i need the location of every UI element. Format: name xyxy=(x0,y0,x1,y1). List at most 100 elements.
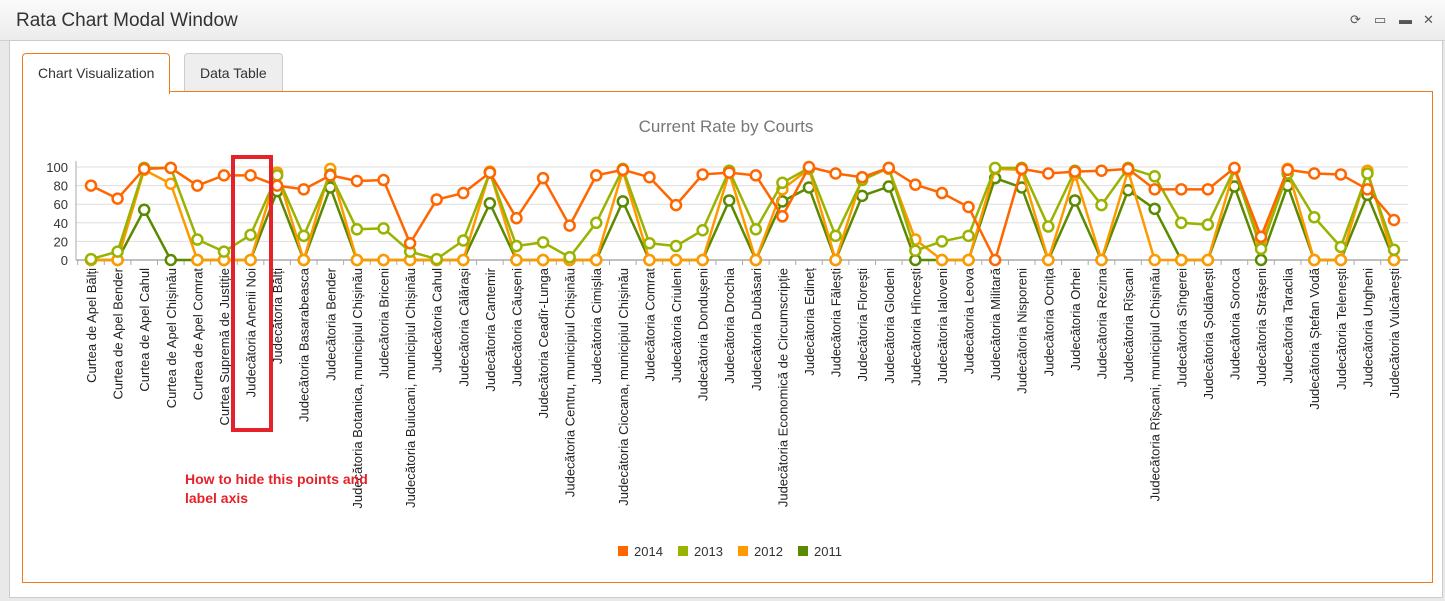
y-tick-label: 0 xyxy=(61,253,68,268)
data-point-2013 xyxy=(1307,210,1321,224)
data-point-2013 xyxy=(776,176,789,190)
tab-chart-visualization[interactable]: Chart Visualization xyxy=(22,53,171,94)
data-point-2013 xyxy=(643,237,656,250)
data-point-2014 xyxy=(164,161,178,175)
minimize-icon[interactable]: ▬ xyxy=(1399,12,1412,27)
data-point-2014 xyxy=(217,169,231,182)
data-point-2014 xyxy=(909,178,922,191)
data-point-2014 xyxy=(1095,164,1108,177)
data-point-2014 xyxy=(616,163,630,177)
data-point-2013 xyxy=(536,236,550,249)
maximize-icon[interactable]: ▭ xyxy=(1374,12,1387,27)
x-tick-label: Judecătoria Ungheni xyxy=(1360,268,1375,387)
x-tick-label: Judecătoria Soroca xyxy=(1227,267,1242,380)
data-point-2012 xyxy=(1175,253,1188,267)
data-point-2014 xyxy=(244,169,257,182)
x-tick-label: Judecătoria Economică de Circumscripție xyxy=(775,268,790,507)
data-point-2013 xyxy=(1042,220,1055,233)
data-point-2014 xyxy=(749,169,763,182)
x-tick-label: Curtea de Apel Bender xyxy=(111,267,126,399)
data-point-2012 xyxy=(536,253,550,267)
data-point-2014 xyxy=(430,193,443,206)
y-tick-label: 60 xyxy=(54,197,68,212)
x-tick-label: Judecătoria Ialoveni xyxy=(935,268,950,384)
x-tick-label: Judecătoria Rezina xyxy=(1094,267,1109,379)
legend-label: 2014 xyxy=(634,544,663,559)
data-point-2014 xyxy=(988,253,1002,267)
data-point-2013 xyxy=(669,239,683,253)
legend-label: 2012 xyxy=(754,544,783,559)
data-point-2014 xyxy=(1281,163,1294,177)
x-tick-label: Judecătoria Dondușeni xyxy=(696,268,711,401)
y-tick-label: 100 xyxy=(46,160,68,175)
data-point-2012 xyxy=(829,253,842,267)
data-point-2013 xyxy=(1254,242,1268,256)
data-point-2013 xyxy=(1334,240,1348,254)
data-point-2013 xyxy=(1175,216,1188,230)
data-point-2014 xyxy=(696,168,709,181)
data-point-2012 xyxy=(1095,253,1108,267)
window-title: Rata Chart Modal Window xyxy=(16,10,238,31)
data-point-2014 xyxy=(1148,183,1161,196)
x-tick-label: Judecătoria Florești xyxy=(855,268,870,382)
x-tick-label: Curtea de Apel Comrat xyxy=(190,268,205,401)
data-point-2012 xyxy=(377,253,390,267)
data-point-2013 xyxy=(191,233,204,246)
close-icon[interactable]: ✕ xyxy=(1423,12,1434,27)
x-tick-label: Judecătoria Șoldănești xyxy=(1201,268,1216,400)
data-point-2014 xyxy=(829,167,842,180)
data-point-2011 xyxy=(164,253,178,267)
x-tick-label: Curtea de Apel Chișinău xyxy=(164,268,179,408)
data-point-2014 xyxy=(403,237,417,250)
data-point-2012 xyxy=(510,253,523,267)
data-point-2012 xyxy=(1042,253,1055,267)
legend-swatch-2011 xyxy=(798,546,808,556)
data-point-2013 xyxy=(1361,167,1374,180)
data-point-2014 xyxy=(510,211,523,225)
x-tick-label: Judecătoria Ciocana, municipiul Chișinău xyxy=(616,268,631,506)
data-point-2013 xyxy=(696,223,709,237)
x-tick-label: Judecătoria Rîșcani, municipiul Chișinău xyxy=(1148,268,1163,501)
data-point-2013 xyxy=(1201,218,1215,231)
x-tick-label: Judecătoria Ocnița xyxy=(1041,267,1056,376)
series-line-2013 xyxy=(90,165,1396,261)
x-tick-label: Judecătoria Cantemir xyxy=(483,267,498,391)
legend-label: 2011 xyxy=(814,544,842,559)
data-point-2013 xyxy=(589,216,603,230)
data-point-2012 xyxy=(935,253,949,267)
data-point-2012 xyxy=(244,253,257,267)
data-point-2014 xyxy=(776,210,789,223)
data-point-2013 xyxy=(430,252,443,266)
data-point-2012 xyxy=(962,253,975,267)
data-point-2014 xyxy=(1042,167,1055,180)
data-point-2012 xyxy=(297,253,310,267)
data-point-2011 xyxy=(1148,202,1161,216)
annotation-highlight-box xyxy=(231,155,273,432)
data-point-2013 xyxy=(270,169,284,182)
data-point-2014 xyxy=(1254,230,1268,243)
refresh-icon[interactable]: ⟳ xyxy=(1350,12,1361,27)
data-point-2011 xyxy=(1068,194,1082,207)
data-point-2013 xyxy=(988,161,1002,175)
x-tick-label: Judecătoria Cimișlia xyxy=(589,267,604,384)
data-point-2013 xyxy=(935,235,949,248)
x-tick-label: Judecătoria Rîșcani xyxy=(1121,268,1136,382)
data-point-2012 xyxy=(350,253,364,267)
x-tick-label: Judecătoria Briceni xyxy=(377,268,392,379)
x-tick-label: Judecătoria Basarabeasca xyxy=(297,267,312,422)
data-point-2014 xyxy=(324,169,337,182)
data-point-2014 xyxy=(1121,162,1135,176)
data-point-2011 xyxy=(1254,253,1268,267)
data-point-2012 xyxy=(1334,253,1348,267)
x-tick-label: Judecătoria Edineț xyxy=(802,268,817,376)
legend-label: 2013 xyxy=(694,544,723,559)
legend-swatch-2014 xyxy=(618,546,628,556)
data-point-2014 xyxy=(457,186,470,200)
data-point-2011 xyxy=(882,180,896,193)
tab-data-table[interactable]: Data Table xyxy=(184,53,283,92)
y-tick-label: 20 xyxy=(54,234,68,249)
x-tick-label: Judecătoria Criuleni xyxy=(669,268,684,383)
data-point-2014 xyxy=(536,171,550,185)
x-tick-label: Judecătoria Bălți xyxy=(270,268,285,364)
